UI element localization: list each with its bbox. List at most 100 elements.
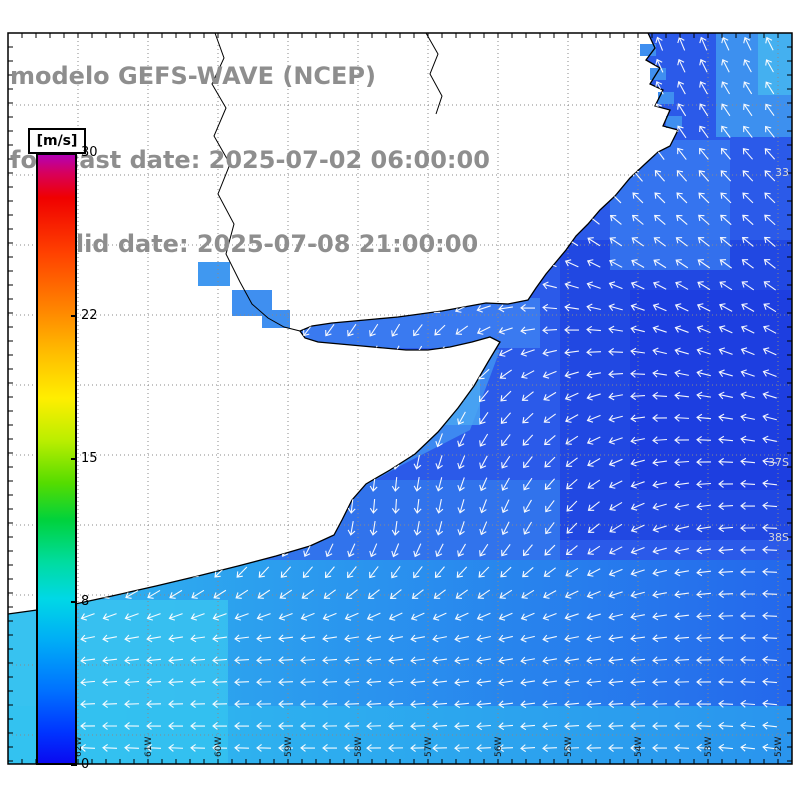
wind-arrow [588, 192, 600, 204]
wind-arrow [213, 589, 227, 599]
wind-arrow [719, 281, 733, 291]
lon-label: 52W [774, 737, 784, 757]
wind-arrow [742, 192, 754, 204]
wind-arrow [193, 411, 203, 425]
wind-arrow [718, 435, 734, 444]
wind-arrow [344, 678, 360, 687]
wind-arrow [564, 348, 580, 357]
wind-arrow [543, 590, 557, 599]
wind-arrow [171, 521, 180, 536]
wind-arrow [520, 700, 536, 709]
wind-arrow [611, 147, 621, 161]
wind-arrow [764, 214, 776, 226]
wind-arrow [630, 414, 646, 423]
wind-arrow [742, 170, 754, 182]
wind-arrow [652, 546, 667, 555]
wind-arrow [171, 499, 180, 514]
wind-arrow [696, 413, 712, 422]
ocean-shading-patch [758, 33, 792, 95]
wind-arrow [325, 477, 334, 492]
wind-arrow [391, 367, 399, 382]
wind-arrow [608, 347, 624, 356]
wind-arrow [520, 744, 536, 753]
wind-arrow [587, 237, 601, 247]
wind-arrow [564, 634, 579, 643]
wind-arrow [103, 567, 116, 577]
wind-arrow [718, 347, 733, 355]
wind-arrow [699, 125, 709, 139]
wind-arrow [654, 214, 666, 225]
wind-arrow [765, 81, 775, 95]
wind-arrow [545, 58, 553, 73]
wind-arrow [698, 192, 710, 204]
wind-arrow [369, 367, 378, 382]
lagoon-cell [650, 68, 666, 80]
wind-arrow [457, 543, 467, 557]
wind-arrow [630, 524, 645, 533]
wind-arrow [413, 389, 421, 404]
lon-label: 61W [144, 737, 154, 757]
wind-arrow [630, 369, 646, 378]
wind-arrow [212, 634, 228, 643]
wind-arrow [190, 743, 206, 752]
wind-arrow [103, 325, 116, 335]
wind-arrow [281, 455, 289, 470]
wind-arrow [609, 237, 623, 247]
wind-arrow [435, 499, 444, 514]
wind-arrow [457, 499, 465, 514]
wind-arrow [124, 722, 140, 730]
wind-arrow [259, 389, 268, 404]
wind-arrow [369, 520, 378, 536]
wind-arrow [762, 501, 778, 510]
wind-arrow [234, 700, 250, 708]
wind-arrow [498, 304, 514, 313]
wind-arrow [498, 282, 514, 290]
lon-label: 57W [424, 737, 434, 757]
model-title: modelo GEFS-WAVE (NCEP) [10, 62, 376, 90]
wind-arrow [237, 411, 246, 426]
wind-arrow [435, 455, 443, 470]
wind-arrow [587, 545, 601, 555]
wind-arrow [456, 346, 468, 358]
wind-arrow [347, 433, 356, 448]
wind-arrow [454, 700, 470, 709]
wind-arrow [126, 368, 138, 380]
colorbar-tick-label-30: 30 [81, 145, 98, 160]
wind-arrow [366, 634, 381, 643]
wind-arrow [325, 324, 335, 337]
wind-arrow [586, 414, 601, 423]
wind-arrow [763, 236, 776, 247]
wind-arrow [741, 259, 754, 269]
wind-arrow [105, 434, 115, 447]
wind-arrow [413, 543, 422, 558]
wind-arrow [674, 634, 690, 643]
wind-arrow [476, 612, 491, 621]
wind-arrow [718, 480, 734, 488]
wind-arrow [764, 170, 776, 182]
wind-arrow [564, 392, 579, 401]
wind-arrow [124, 743, 140, 752]
wind-arrow [611, 36, 619, 51]
wind-arrow [564, 590, 579, 599]
wind-arrow [589, 147, 599, 161]
wind-arrow [391, 476, 400, 492]
wind-arrow [520, 349, 535, 357]
wind-arrow [696, 656, 712, 665]
wind-arrow [567, 169, 577, 182]
wind-arrow [718, 699, 734, 708]
wind-arrow [498, 327, 513, 335]
wind-arrow [586, 436, 601, 445]
wind-arrow [609, 259, 623, 268]
wind-arrow [545, 147, 555, 161]
wind-arrow [674, 436, 690, 444]
wind-arrow [278, 722, 294, 730]
wind-arrow [652, 568, 667, 577]
wind-arrow [104, 368, 116, 380]
wind-arrow [587, 501, 600, 511]
wind-arrow [608, 678, 624, 687]
wind-arrow [280, 566, 292, 578]
wind-arrow [344, 656, 360, 665]
wind-arrow [214, 324, 226, 336]
wind-arrow [674, 700, 690, 708]
